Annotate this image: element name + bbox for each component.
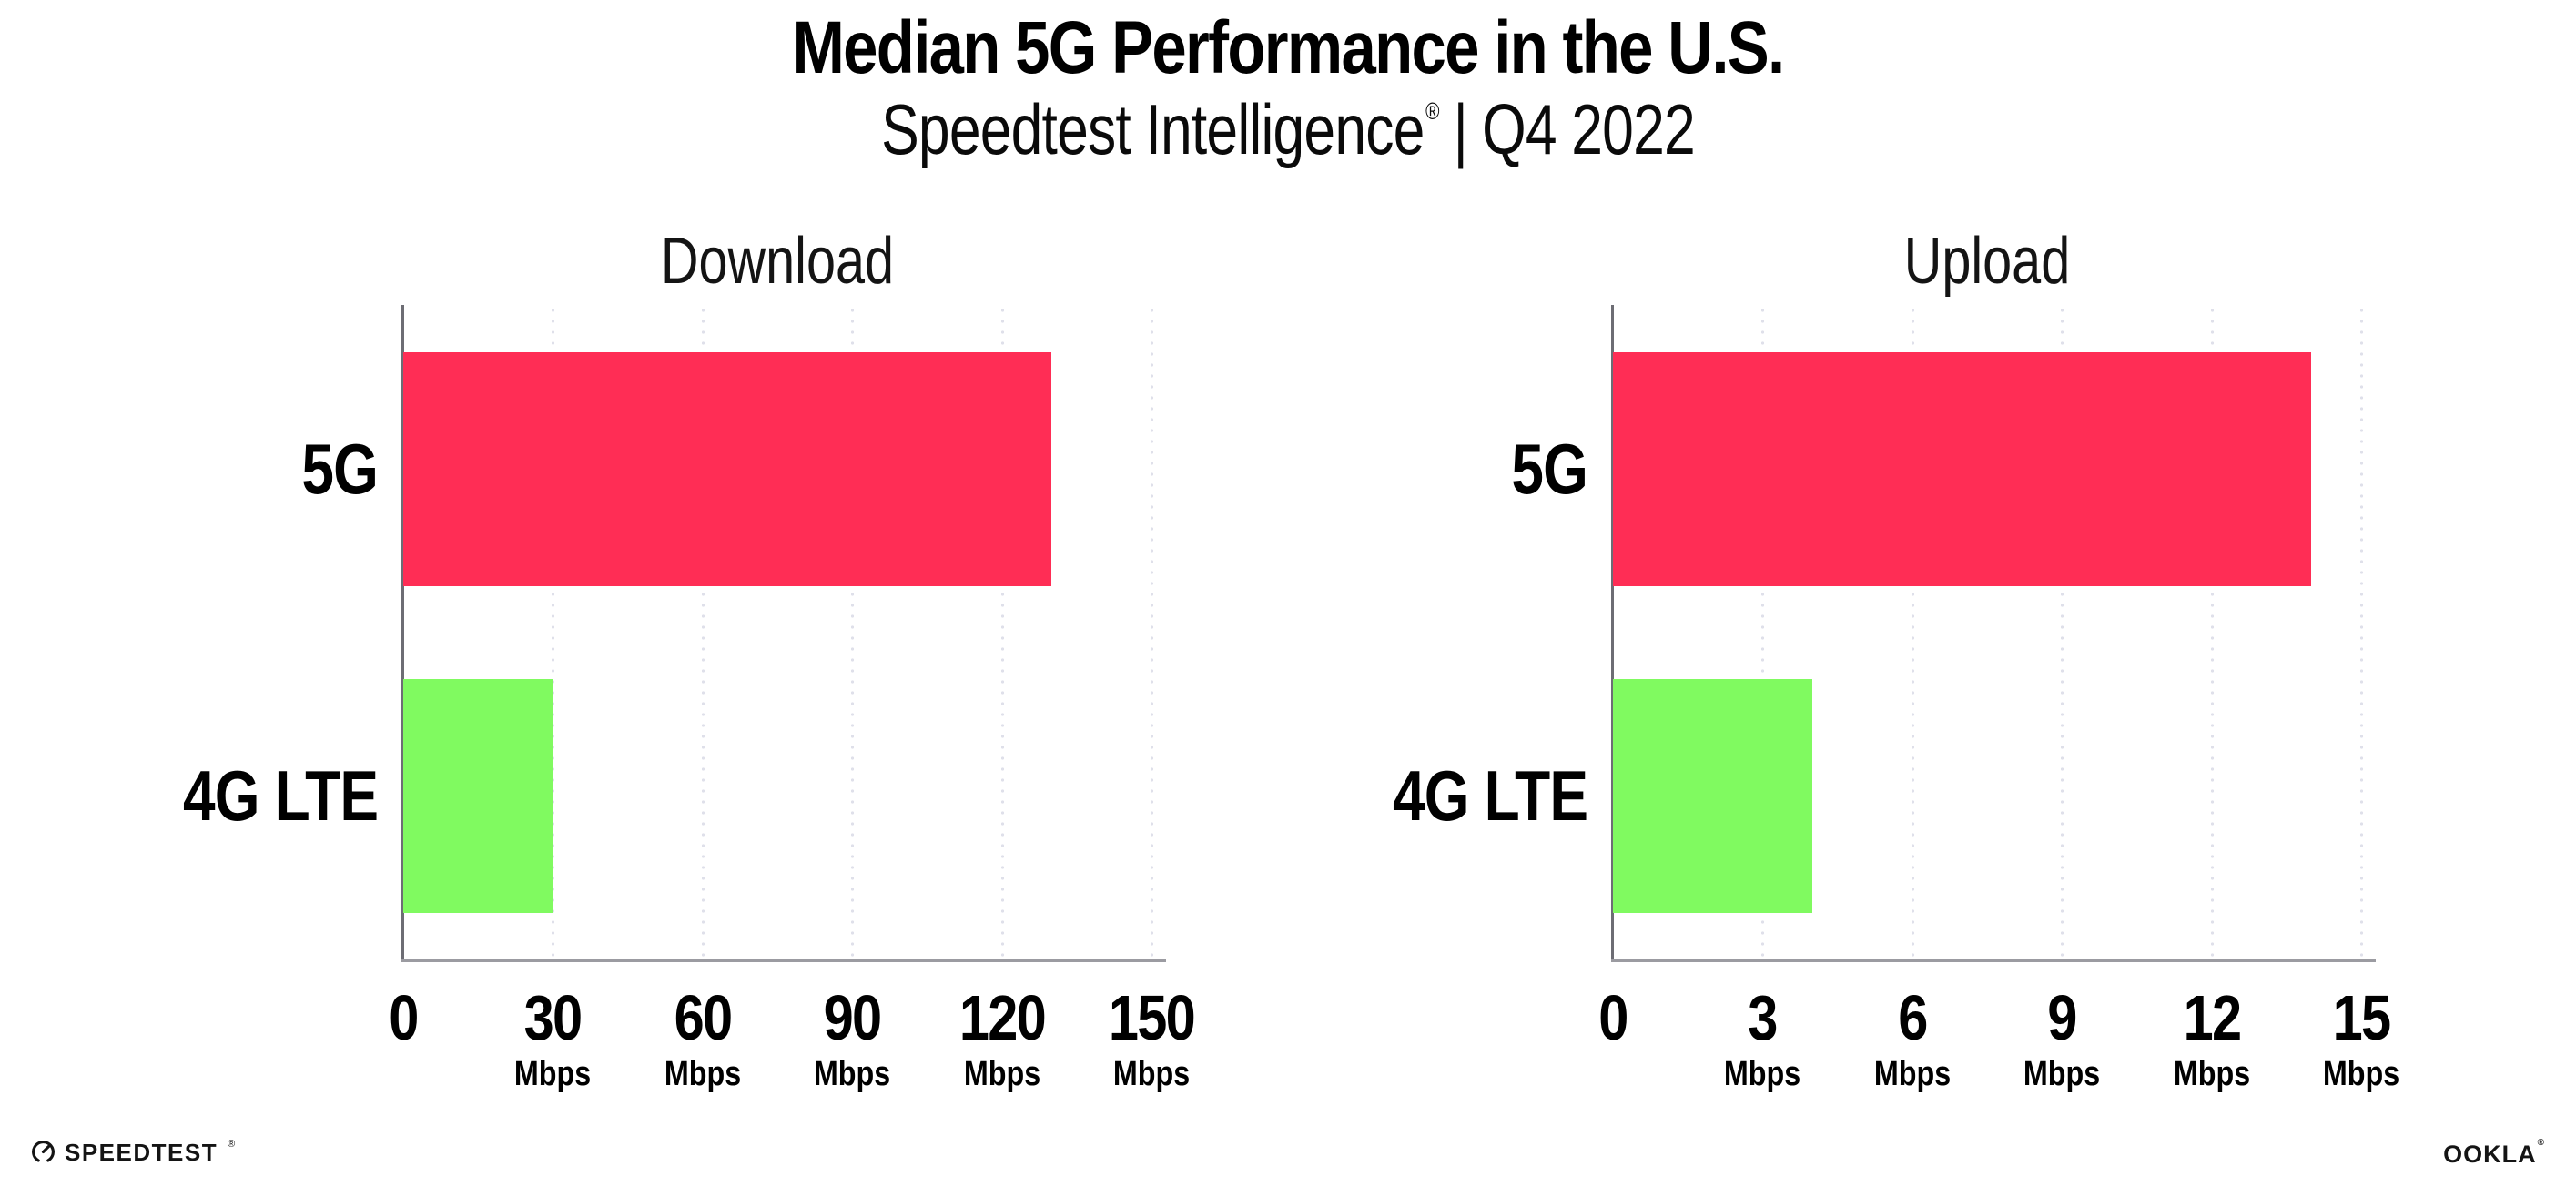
x-axis-line bbox=[401, 959, 1166, 962]
x-tick-value: 60 bbox=[674, 982, 732, 1053]
x-axis-line bbox=[1611, 959, 2376, 962]
bar-4g-lte-upload bbox=[1613, 679, 1813, 913]
bar-5g-download bbox=[403, 352, 1052, 586]
x-tick-unit: Mbps bbox=[814, 1055, 891, 1093]
x-tick-unit: Mbps bbox=[2322, 1055, 2400, 1093]
speedtest-wordmark: SPEEDTEST bbox=[65, 1138, 218, 1166]
gridline bbox=[1911, 305, 1914, 959]
x-tick: 60 Mbps bbox=[603, 986, 803, 1091]
upload-chart-title: Upload bbox=[1903, 225, 2071, 298]
x-tick-value: 0 bbox=[389, 982, 419, 1053]
gridline bbox=[1151, 305, 1153, 959]
subtitle-period: Q4 2022 bbox=[1482, 89, 1696, 169]
gridline bbox=[1761, 305, 1765, 959]
x-tick: 15 Mbps bbox=[2261, 986, 2461, 1091]
x-tick: 0 bbox=[1513, 986, 1713, 1091]
x-tick-value: 0 bbox=[1598, 982, 1628, 1053]
speedtest-gauge-icon bbox=[31, 1140, 56, 1164]
x-tick-unit: Mbps bbox=[1873, 1055, 1951, 1093]
bar-5g-upload bbox=[1613, 352, 2312, 586]
x-tick-value: 9 bbox=[2047, 982, 2077, 1053]
x-tick-value: 3 bbox=[1748, 982, 1779, 1053]
x-tick: 90 Mbps bbox=[752, 986, 952, 1091]
x-tick: 150 Mbps bbox=[1051, 986, 1252, 1091]
subtitle-separator: | bbox=[1453, 89, 1468, 169]
gridline bbox=[701, 305, 705, 959]
ookla-wordmark: OOKLA bbox=[2443, 1141, 2537, 1168]
y-axis-line bbox=[1611, 305, 1614, 961]
category-label-5g: 5G bbox=[301, 429, 379, 509]
download-chart: Download 5G 4G LTE 0 30 Mbps 60 Mbps 90 … bbox=[183, 228, 1196, 1091]
x-tick: 30 Mbps bbox=[452, 986, 653, 1091]
gridline bbox=[2360, 305, 2363, 959]
bar-4g-lte-download bbox=[403, 679, 553, 913]
x-tick: 120 Mbps bbox=[902, 986, 1102, 1091]
x-tick-unit: Mbps bbox=[963, 1055, 1040, 1093]
x-tick: 6 Mbps bbox=[1812, 986, 2013, 1091]
category-label-4g-lte: 4G LTE bbox=[1392, 756, 1588, 836]
x-tick-value: 120 bbox=[958, 982, 1046, 1053]
x-tick-value: 150 bbox=[1108, 982, 1196, 1053]
y-axis-line bbox=[401, 305, 404, 961]
gridline bbox=[2061, 305, 2064, 959]
x-tick-value: 30 bbox=[523, 982, 583, 1053]
x-tick-value: 15 bbox=[2332, 982, 2391, 1053]
x-tick-value: 90 bbox=[823, 982, 882, 1053]
gridline bbox=[1000, 305, 1004, 959]
x-tick-value: 6 bbox=[1898, 982, 1928, 1053]
x-tick-unit: Mbps bbox=[2173, 1055, 2250, 1093]
x-tick: 9 Mbps bbox=[1962, 986, 2162, 1091]
category-label-5g: 5G bbox=[1511, 429, 1588, 509]
x-tick-unit: Mbps bbox=[1724, 1055, 1801, 1093]
category-label-4g-lte: 4G LTE bbox=[182, 756, 379, 836]
x-tick-unit: Mbps bbox=[664, 1055, 741, 1093]
download-chart-title: Download bbox=[660, 225, 895, 298]
x-tick-unit: Mbps bbox=[1112, 1055, 1191, 1093]
upload-chart: Upload 5G 4G LTE 0 3 Mbps 6 Mbps 9 Mbps … bbox=[1393, 228, 2399, 1091]
subtitle-brand: Speedtest Intelligence bbox=[881, 89, 1425, 169]
x-tick: 12 Mbps bbox=[2112, 986, 2312, 1091]
page-title: Median 5G Performance in the U.S. bbox=[792, 6, 1785, 89]
registered-trademark-symbol: ® bbox=[1425, 97, 1439, 125]
x-tick: 3 Mbps bbox=[1662, 986, 1862, 1091]
x-tick-unit: Mbps bbox=[2023, 1055, 2101, 1093]
page-subtitle: Speedtest Intelligence® | Q4 2022 bbox=[258, 92, 2318, 167]
speedtest-logo: SPEEDTEST ® bbox=[31, 1138, 236, 1166]
x-tick: 0 bbox=[303, 986, 503, 1091]
gridline bbox=[2210, 305, 2214, 959]
registered-trademark-symbol: ® bbox=[228, 1138, 236, 1150]
gridline bbox=[552, 305, 555, 959]
gridline bbox=[851, 305, 855, 959]
registered-trademark-symbol: ® bbox=[2537, 1138, 2545, 1148]
ookla-logo: OOKLA ® bbox=[2443, 1138, 2545, 1168]
x-tick-value: 12 bbox=[2183, 982, 2241, 1053]
x-tick-unit: Mbps bbox=[514, 1055, 592, 1093]
